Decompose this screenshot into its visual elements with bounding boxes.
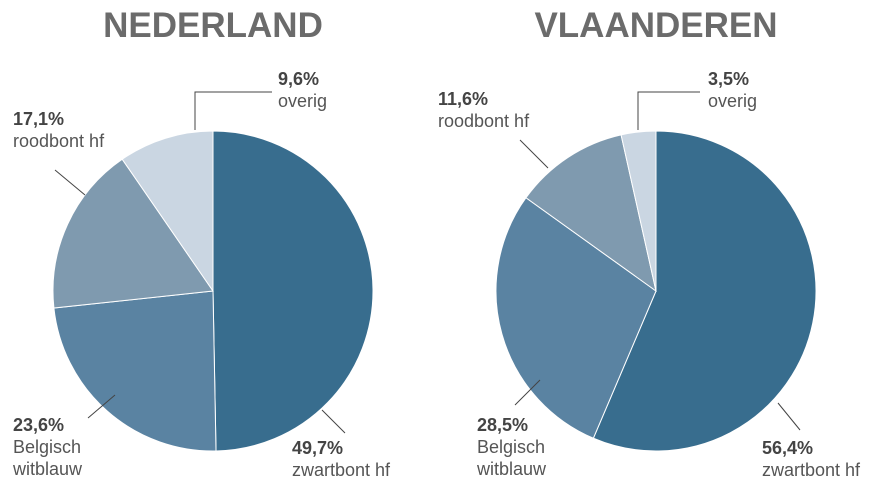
leader-line	[777, 402, 801, 431]
category-label: roodbont hf	[438, 111, 530, 131]
leader-line	[321, 409, 346, 434]
leader-line	[87, 394, 116, 419]
value-label: 49,7%	[292, 438, 344, 458]
chart-title: NEDERLAND	[103, 6, 323, 45]
leader-line	[54, 169, 86, 196]
value-label: 56,4%	[762, 438, 814, 458]
pie-slice	[525, 134, 657, 293]
value-label: 17,1%	[13, 109, 65, 129]
chart-title: VLAANDEREN	[534, 6, 778, 45]
category-label: roodbont hf	[13, 131, 105, 151]
leader-line	[637, 91, 700, 130]
slice-label: 11,6% roodbont hf	[438, 88, 568, 132]
value-label: 28,5%	[477, 415, 529, 435]
pie-slice	[620, 130, 657, 292]
leader-line	[514, 379, 541, 406]
category-label: zwartbont hf	[292, 460, 391, 480]
category-label: Belgisch witblauw	[477, 437, 547, 479]
category-label: zwartbont hf	[762, 460, 861, 480]
slice-label: 9,6% overig	[278, 68, 408, 112]
value-label: 11,6%	[438, 89, 489, 109]
leader-line	[194, 91, 272, 130]
slice-label: 56,4% zwartbont hf	[762, 437, 876, 481]
pie-slice	[495, 197, 657, 439]
value-label: 23,6%	[13, 415, 65, 435]
pie-slice	[52, 158, 214, 309]
pie-slice	[121, 130, 214, 293]
category-label: Belgisch witblauw	[13, 437, 83, 479]
slice-label: 23,6% Belgisch witblauw	[13, 414, 113, 480]
slice-label: 17,1% roodbont hf	[13, 108, 143, 152]
category-label: overig	[278, 91, 328, 111]
pie-slice	[53, 290, 217, 452]
pie-slice	[592, 130, 817, 452]
slice-label: 49,7% zwartbont hf	[292, 437, 422, 481]
value-label: 9,6%	[278, 69, 320, 89]
slice-label: 28,5% Belgisch witblauw	[477, 414, 577, 480]
pie-slice	[212, 130, 374, 452]
slice-label: 3,5% overig	[708, 68, 838, 112]
category-label: overig	[708, 91, 758, 111]
value-label: 3,5%	[708, 69, 750, 89]
leader-line	[519, 139, 549, 169]
